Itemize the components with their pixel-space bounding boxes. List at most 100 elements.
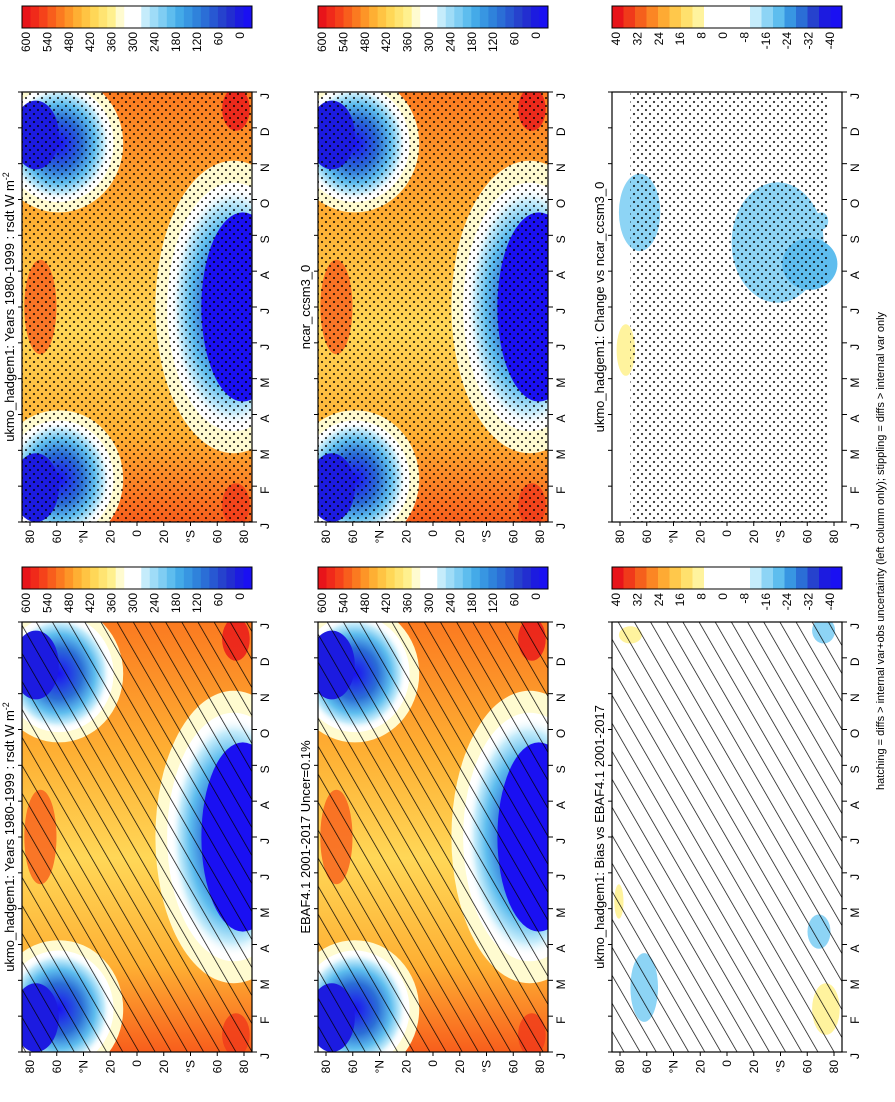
x-tick-label: N	[258, 163, 272, 172]
colorbar-segment	[658, 6, 670, 28]
colorbar-segment	[420, 567, 430, 589]
colorbar-tick-label: 300	[422, 32, 436, 52]
x-tick-label: M	[554, 378, 568, 388]
colorbar-segment	[761, 6, 774, 28]
x-tick-label: J	[554, 623, 568, 629]
colorbar-segment	[462, 567, 472, 589]
y-tick-label: °S	[774, 1060, 788, 1073]
colorbar-segment	[471, 567, 481, 589]
colorbar-tick-label: 32	[630, 32, 644, 46]
colorbar-segment	[141, 567, 151, 589]
colorbar-segment	[47, 567, 57, 589]
panel-p2: J F M A M J J A S O N D J 80 60 °N 20 0 20 °S 60 80 ukmo_hadge…	[1, 91, 272, 544]
colorbar-tick-label: 60	[212, 32, 226, 46]
x-tick-label: O	[554, 729, 568, 738]
hatching-overlay	[612, 622, 842, 1052]
y-tick-label: 80	[533, 530, 547, 544]
colorbar-segment	[437, 6, 447, 28]
colorbar-segment	[335, 6, 344, 28]
x-tick-label: J	[554, 308, 568, 314]
x-tick-label: J	[554, 344, 568, 350]
x-tick-label: J	[848, 344, 862, 350]
panel-title: ncar_ccsm3_0	[298, 265, 313, 350]
x-tick-label: S	[258, 765, 272, 773]
colorbar-frame	[21, 5, 253, 29]
x-tick-label: F	[258, 1016, 272, 1023]
colorbar-tick-label: -16	[759, 32, 773, 50]
colorbar-segment	[612, 567, 624, 589]
colorbar-segment	[98, 6, 108, 28]
colorbar-segment	[234, 567, 244, 589]
colorbar-tick-label: -32	[802, 593, 816, 611]
colorbar-segment	[437, 567, 447, 589]
colorbar-segment	[819, 567, 831, 589]
colorbar-segment	[124, 6, 134, 28]
x-tick-label: J	[848, 838, 862, 844]
colorbar-tick-label: -40	[823, 593, 837, 611]
x-tick-label: M	[258, 908, 272, 918]
colorbar-segment	[445, 567, 455, 589]
colorbar-segment	[681, 6, 693, 28]
colorbar-segment	[318, 6, 327, 28]
colorbar-segment	[158, 567, 168, 589]
y-tick-label: 80	[23, 530, 37, 544]
colorbar-segment	[56, 567, 65, 589]
colorbar-p5: 40 32 24 16 8 0 -8 -16 -24 -32 -40	[609, 566, 843, 611]
x-tick-label: O	[258, 729, 272, 738]
colorbar-segment	[73, 6, 83, 28]
colorbar-segment	[471, 6, 481, 28]
colorbar-p3: 600 540 480 420 360 300 240 180 120 60 0	[315, 566, 549, 613]
colorbar-segment	[496, 6, 506, 28]
y-tick-label: 0	[130, 530, 144, 537]
x-tick-label: F	[554, 1016, 568, 1023]
x-tick-label: A	[258, 414, 272, 422]
colorbar-tick-label: -8	[737, 593, 751, 604]
y-tick-label: 80	[533, 1060, 547, 1074]
y-tick-label: 60	[210, 530, 224, 544]
y-tick-label: 20	[157, 530, 171, 544]
x-tick-label: S	[554, 765, 568, 773]
x-tick-label: A	[258, 271, 272, 279]
colorbar-segment	[750, 567, 762, 589]
x-tick-label: A	[848, 801, 862, 809]
colorbar-segment	[445, 6, 455, 28]
colorbar-segment	[326, 567, 336, 589]
x-tick-label: M	[848, 449, 862, 459]
colorbar-segment	[343, 6, 353, 28]
y-tick-label: 60	[640, 530, 654, 544]
y-tick-label: 0	[426, 530, 440, 537]
colorbar-segment	[200, 567, 210, 589]
colorbar-tick-label: 480	[62, 593, 76, 613]
x-tick-label: S	[258, 235, 272, 243]
colorbar-tick-label: 24	[652, 32, 666, 46]
x-tick-label: J	[258, 308, 272, 314]
x-tick-label: N	[554, 163, 568, 172]
x-tick-label: A	[848, 271, 862, 279]
colorbar-segment	[530, 567, 540, 589]
colorbar-segment	[30, 6, 40, 28]
colorbar-segment	[830, 6, 843, 28]
colorbar-tick-label: 0	[529, 32, 543, 39]
colorbar-segment	[115, 567, 125, 589]
x-tick-label: O	[848, 729, 862, 738]
x-tick-label: J	[848, 874, 862, 880]
colorbar-segment	[522, 6, 532, 28]
colorbar-tick-label: 120	[190, 32, 204, 52]
y-tick-label: 20	[399, 1060, 413, 1074]
colorbar-segment	[646, 6, 659, 28]
y-tick-label: °S	[774, 530, 788, 543]
stippling-overlay	[318, 92, 548, 522]
y-tick-label: 60	[506, 1060, 520, 1074]
y-tick-label: 20	[747, 1060, 761, 1074]
colorbar-segment	[192, 567, 202, 589]
y-tick-label: 0	[426, 1060, 440, 1067]
colorbar-segment	[522, 567, 532, 589]
colorbar-segment	[488, 6, 498, 28]
colorbar-tick-label: 480	[358, 593, 372, 613]
colorbar-segment	[612, 6, 624, 28]
colorbar-segment	[479, 6, 489, 28]
x-tick-label: N	[848, 693, 862, 702]
panel-p1: J F M A M J J A S O N D J 80 60 °N 20 0 20 °S 60 80 ukmo_hadge…	[1, 621, 272, 1073]
colorbar-tick-label: 360	[105, 32, 119, 52]
colorbar-segment	[166, 6, 176, 28]
